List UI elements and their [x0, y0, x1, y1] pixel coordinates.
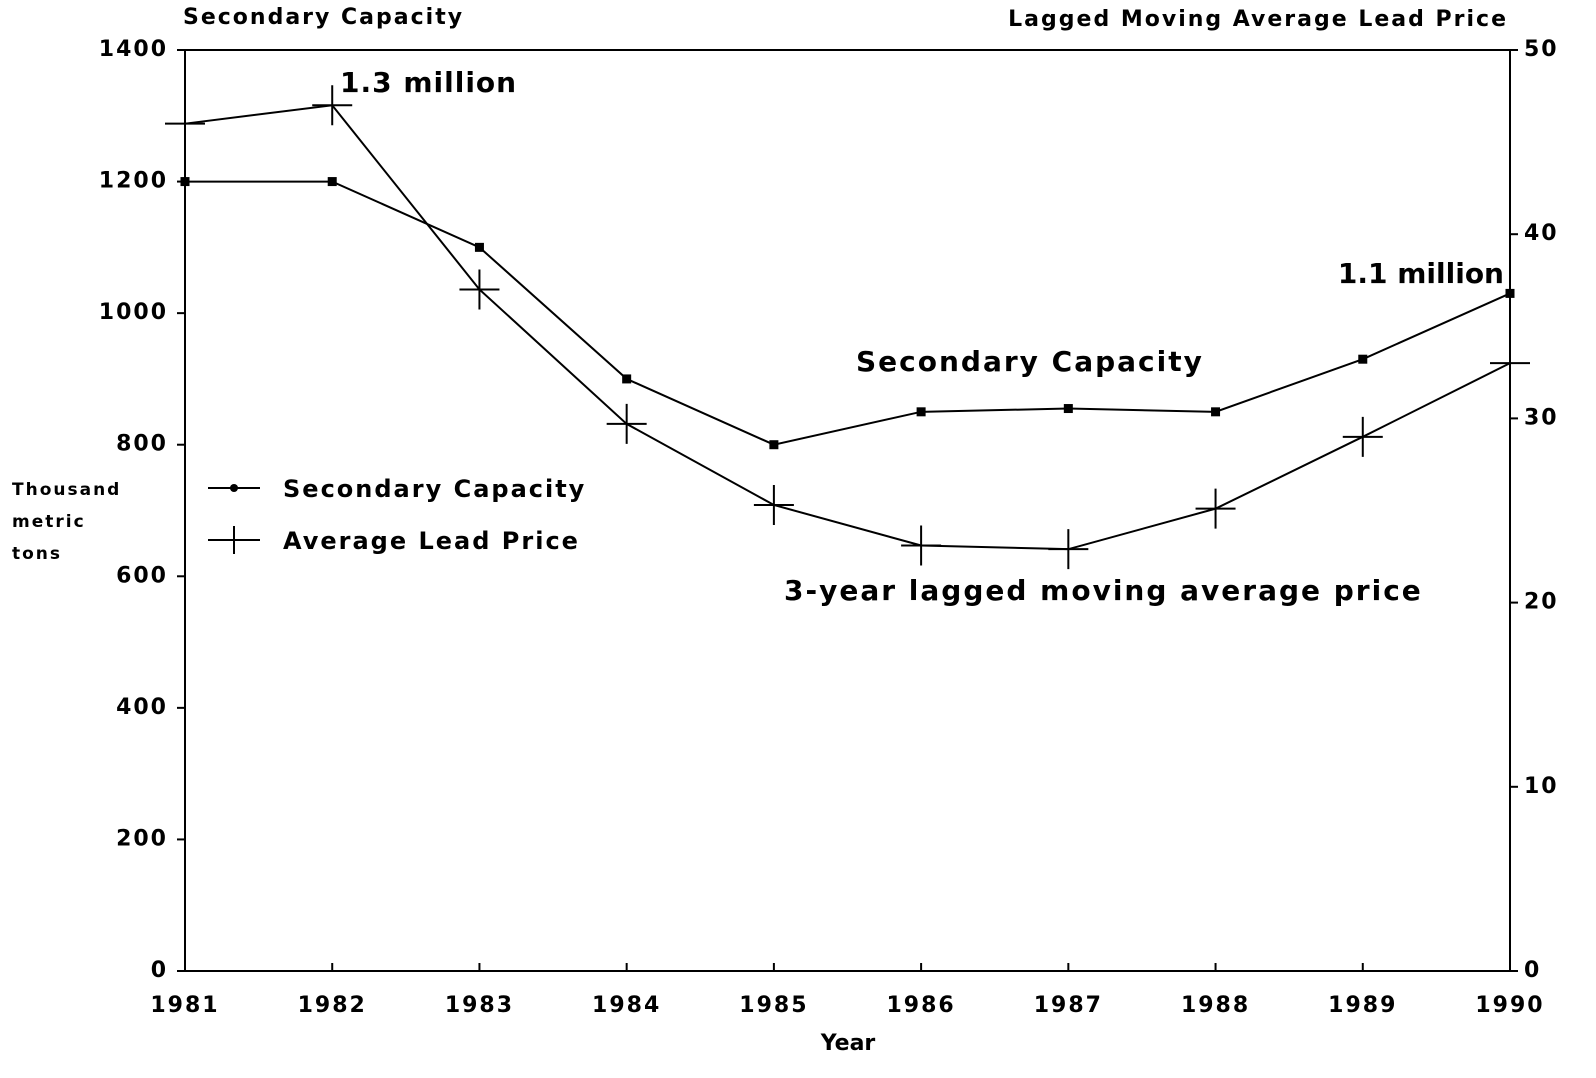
- y2-tick-label: 30: [1524, 405, 1559, 430]
- square-marker: [1358, 354, 1368, 364]
- square-marker: [916, 407, 926, 417]
- y2-tick-label: 50: [1524, 37, 1559, 62]
- series-line: [185, 180, 1511, 446]
- plus-marker: [606, 403, 647, 444]
- plus-marker: [901, 525, 942, 566]
- y2-tick-label: 20: [1524, 590, 1559, 615]
- x-tick-label: 1983: [445, 993, 514, 1018]
- legend-marker: [214, 526, 254, 554]
- annotation: Secondary Capacity: [856, 345, 1204, 378]
- y-tick-label: 200: [116, 826, 168, 851]
- square-marker: [1211, 407, 1221, 417]
- plus-marker: [1490, 343, 1530, 384]
- x-tick-label: 1987: [1034, 993, 1103, 1018]
- y-tick-label: 1200: [99, 169, 168, 194]
- square-marker: [327, 177, 337, 187]
- y2-tick-label: 40: [1524, 221, 1559, 246]
- y-tick-label: 400: [116, 695, 168, 720]
- x-tick-label: 1990: [1475, 993, 1544, 1018]
- y-tick-label: 1000: [99, 300, 168, 325]
- plus-marker: [312, 85, 353, 126]
- y-tick-label: 800: [116, 432, 168, 457]
- annotation: 3-year lagged moving average price: [784, 574, 1423, 607]
- plus-marker: [165, 103, 205, 144]
- plot-frame: [184, 49, 1511, 972]
- square-marker: [769, 440, 779, 450]
- square-marker: [180, 177, 190, 187]
- x-tick-label: 1985: [739, 993, 808, 1018]
- plus-marker: [459, 269, 500, 310]
- legend-marker: [230, 484, 238, 492]
- legend-label: Secondary Capacity: [283, 475, 586, 503]
- y-axis-label: Thousand metric tons: [12, 480, 122, 564]
- y2-tick-label: 0: [1524, 958, 1541, 983]
- square-marker: [474, 242, 484, 252]
- y2-tick-label: 10: [1524, 774, 1559, 799]
- square-marker: [1063, 404, 1073, 414]
- x-tick-label: 1989: [1328, 993, 1397, 1018]
- square-marker: [1505, 288, 1515, 298]
- annotation: 1.3 million: [340, 66, 517, 99]
- plus-marker: [753, 484, 794, 525]
- plus-marker: [1048, 529, 1089, 570]
- y-tick-label: 600: [116, 563, 168, 588]
- y-tick-label: 0: [151, 958, 168, 983]
- x-tick-label: 1982: [298, 993, 367, 1018]
- chart-title: Secondary Capacity: [183, 5, 464, 30]
- legend-label: Average Lead Price: [283, 527, 580, 555]
- annotation: 1.1 million: [1338, 257, 1504, 290]
- x-tick-label: 1984: [592, 993, 661, 1018]
- x-axis-label: Year: [820, 1031, 876, 1056]
- plus-marker: [1195, 488, 1236, 529]
- series-line: [184, 104, 1511, 551]
- y2-title: Lagged Moving Average Lead Price: [1008, 7, 1508, 32]
- plus-marker: [1342, 416, 1383, 457]
- y-tick-label: 1400: [99, 37, 168, 62]
- x-tick-label: 1981: [150, 993, 219, 1018]
- x-tick-label: 1986: [886, 993, 955, 1018]
- square-marker: [622, 374, 632, 384]
- x-tick-label: 1988: [1181, 993, 1250, 1018]
